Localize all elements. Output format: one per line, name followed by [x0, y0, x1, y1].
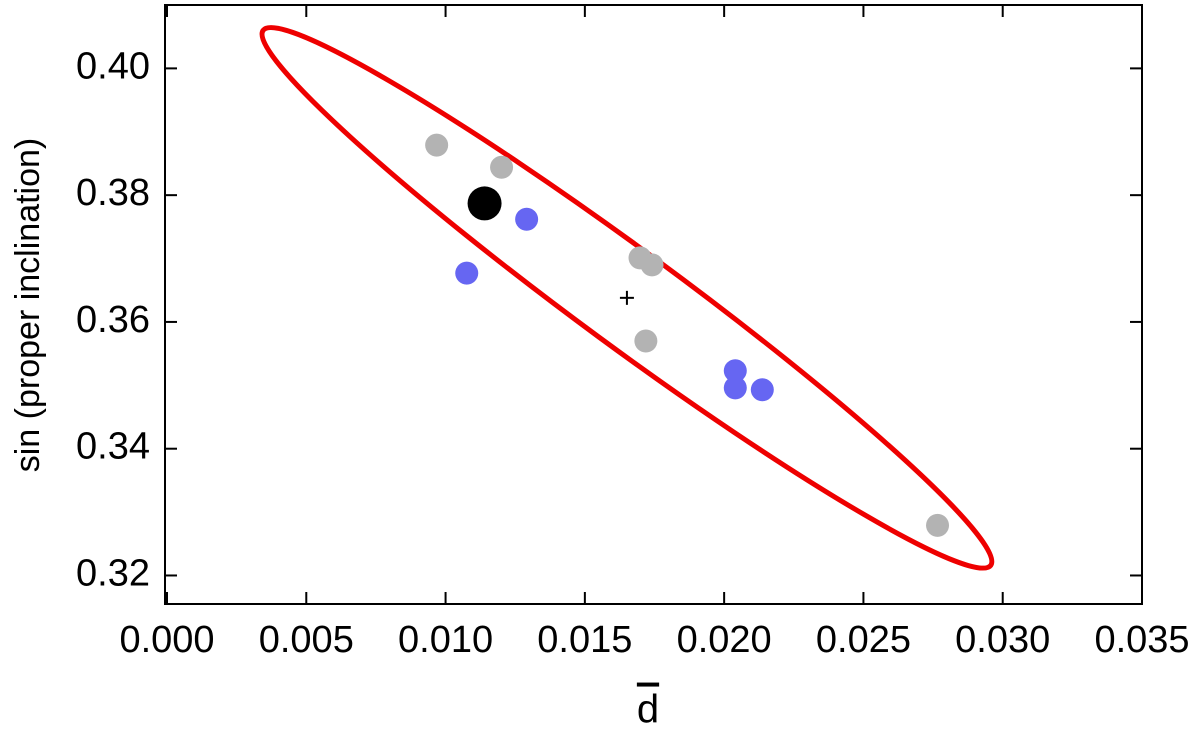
x-tick-label: 0.020 — [677, 619, 772, 661]
x-axis-label: d — [637, 688, 659, 732]
point — [723, 376, 747, 400]
point — [640, 253, 664, 277]
y-tick-label: 0.34 — [76, 426, 150, 468]
x-tick-label: 0.025 — [816, 619, 911, 661]
point — [515, 207, 539, 231]
point — [750, 378, 774, 402]
y-axis-label: sin (proper inclination) — [9, 138, 47, 473]
x-tick-label: 0.000 — [119, 619, 214, 661]
point — [490, 155, 514, 179]
x-tick-label: 0.030 — [955, 619, 1050, 661]
x-tick-label: 0.005 — [259, 619, 354, 661]
plus-marker — [619, 290, 634, 305]
point — [425, 133, 449, 157]
y-tick-label: 0.40 — [76, 45, 150, 87]
x-tick-label: 0.035 — [1094, 619, 1189, 661]
y-tick-label: 0.32 — [76, 553, 150, 595]
plot-frame — [164, 4, 1143, 605]
point — [723, 359, 747, 383]
y-tick-label: 0.38 — [76, 172, 150, 214]
point — [467, 186, 502, 221]
y-tick-label: 0.36 — [76, 299, 150, 341]
point — [926, 513, 950, 537]
x-tick-label: 0.010 — [398, 619, 493, 661]
x-tick-label: 0.015 — [537, 619, 632, 661]
point — [455, 261, 479, 285]
point — [634, 329, 658, 353]
